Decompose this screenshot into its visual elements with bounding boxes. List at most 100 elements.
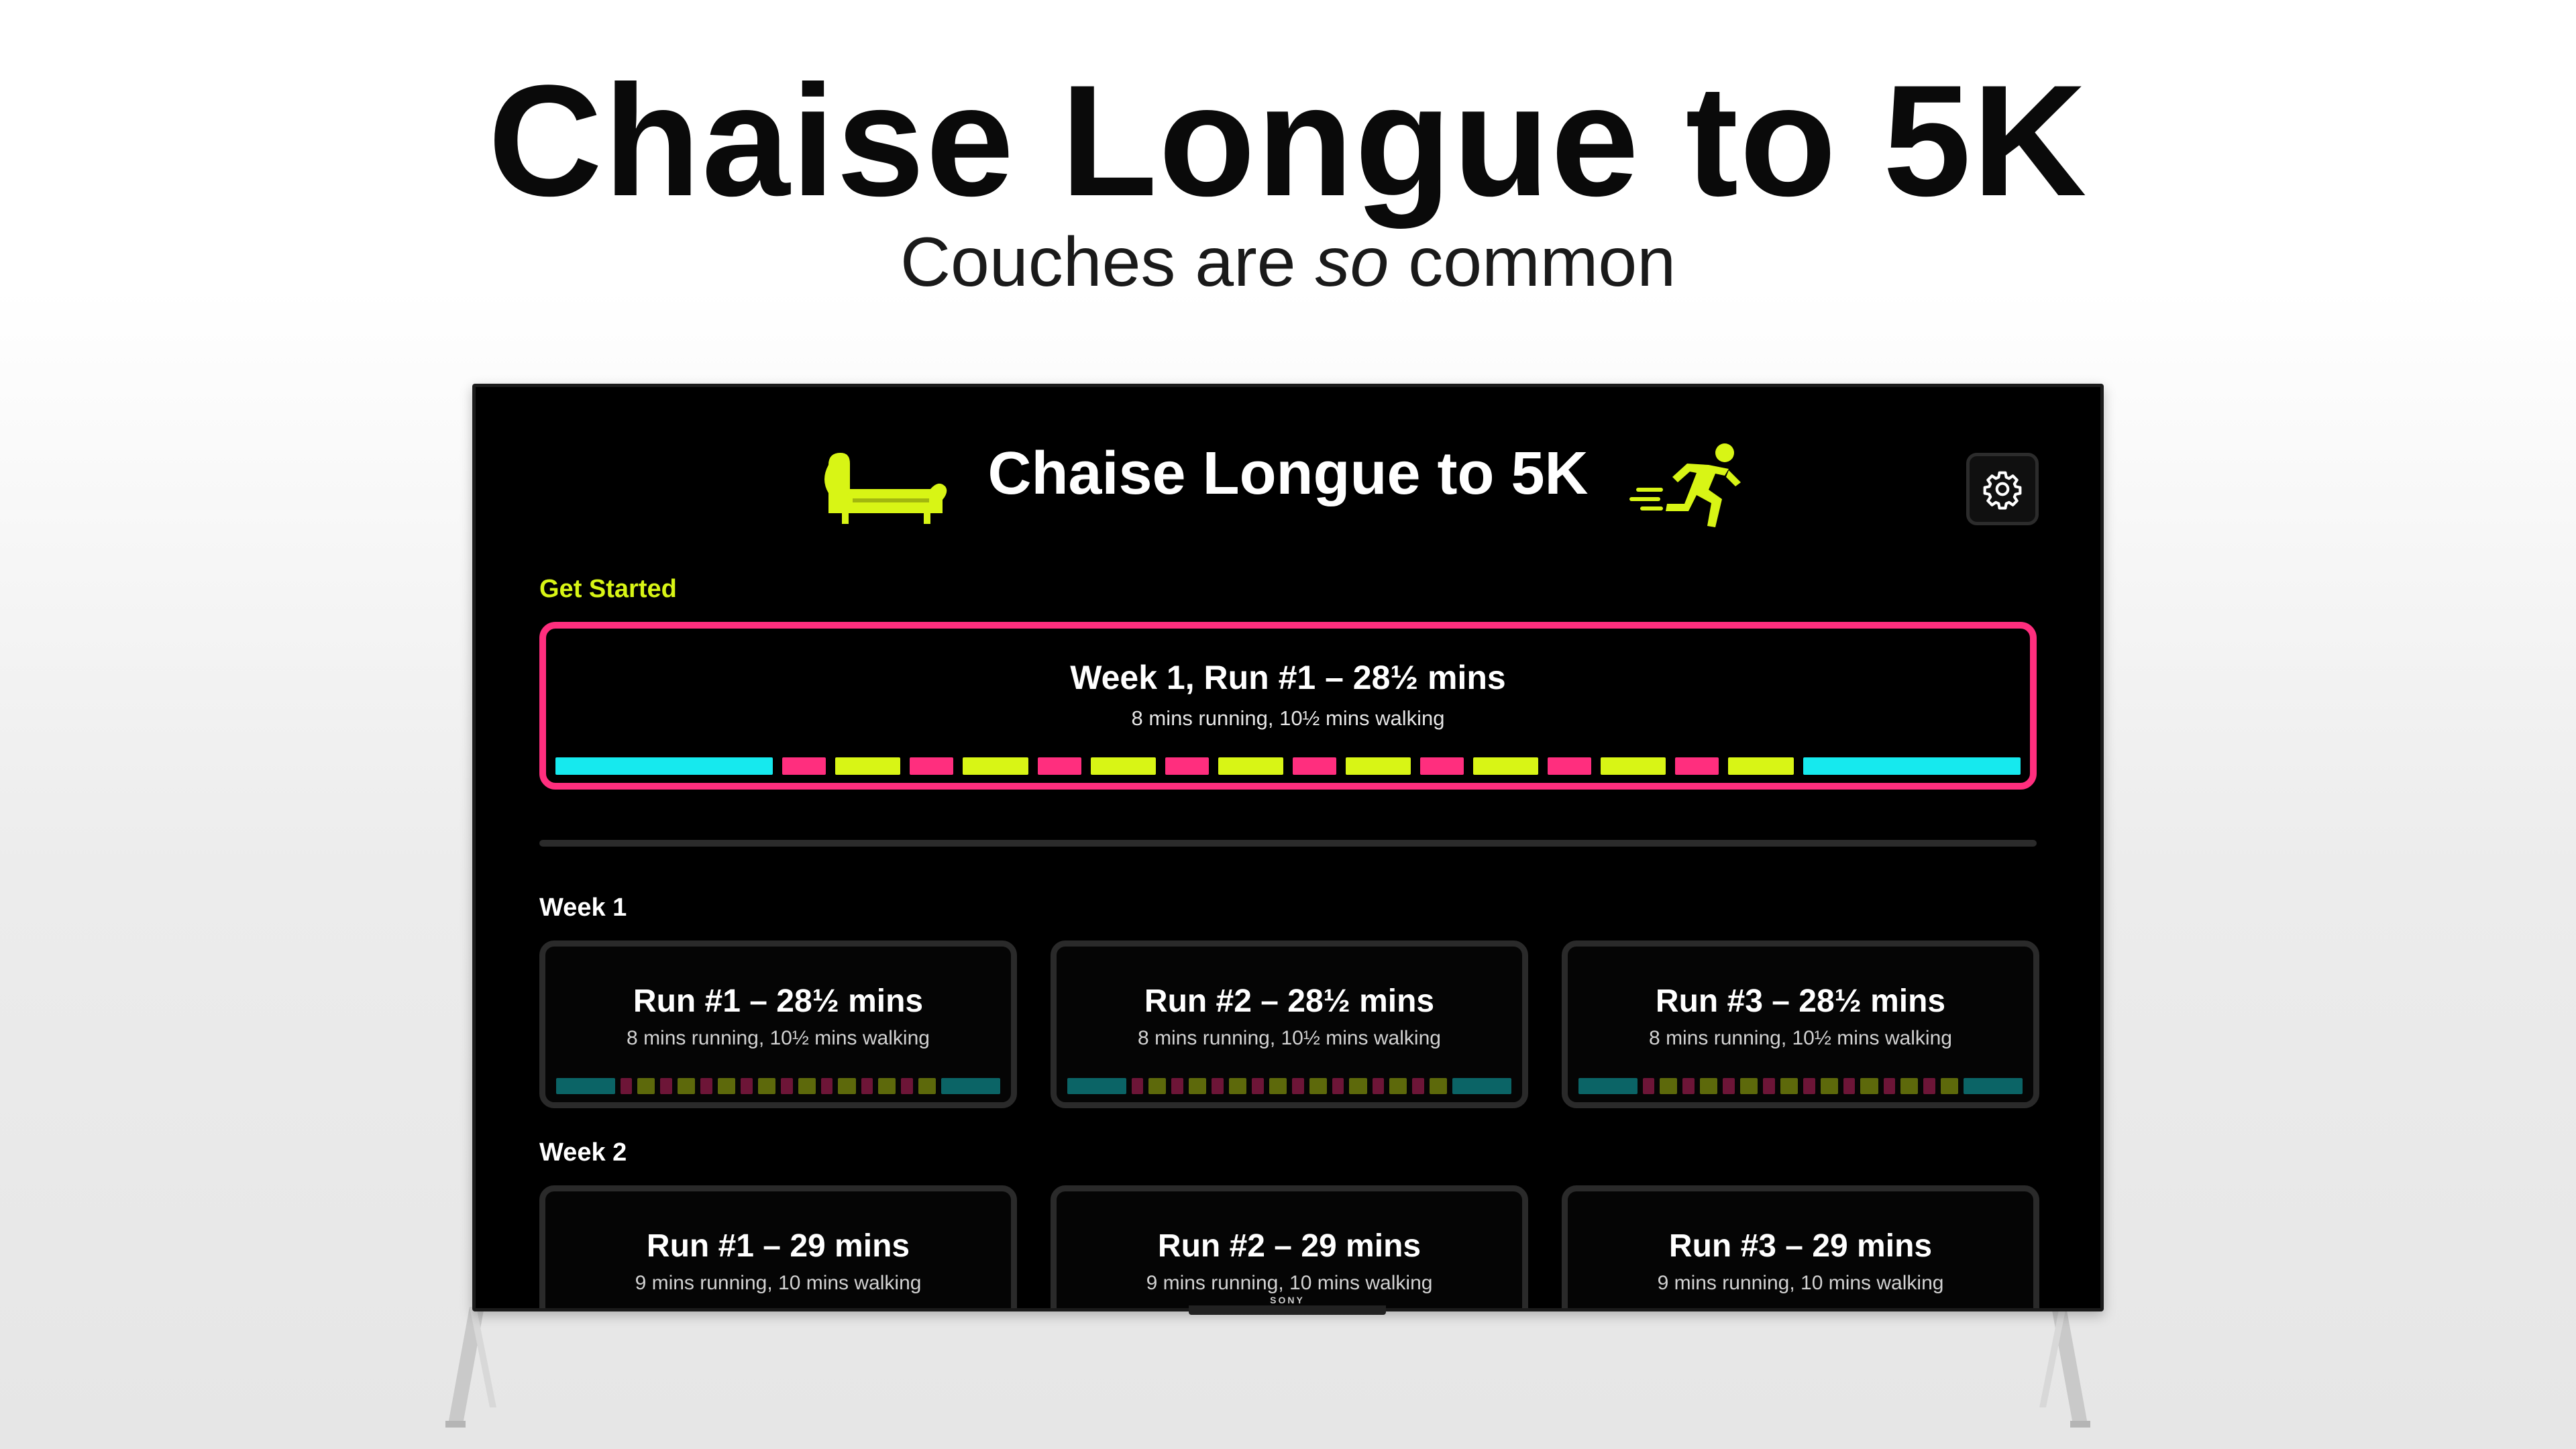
run-segment — [1843, 1078, 1856, 1094]
chaise-longue-icon — [824, 453, 947, 524]
walk-segment — [1820, 1078, 1838, 1094]
run-segment — [1165, 757, 1209, 775]
run-subtitle: 8 mins running, 10½ mins walking — [1138, 1027, 1441, 1049]
run-segment — [1548, 757, 1592, 775]
walk-segment — [1090, 757, 1156, 775]
warmup-segment — [1803, 757, 2021, 775]
app-title: Chaise Longue to 5K — [987, 440, 1589, 507]
walk-segment — [678, 1078, 696, 1094]
section-divider — [539, 840, 2037, 847]
run-card-week1-run3[interactable]: Run #3 – 28½ mins 8 mins running, 10½ mi… — [1562, 941, 2039, 1108]
gear-icon — [1983, 471, 2022, 510]
walk-segment — [1940, 1078, 1959, 1094]
run-subtitle: 9 mins running, 10 mins walking — [1146, 1272, 1433, 1294]
run-segment — [1420, 757, 1464, 775]
run-title: Run #3 – 29 mins — [1668, 1228, 1933, 1264]
walk-segment — [918, 1078, 936, 1094]
run-title: Run #1 – 29 mins — [646, 1228, 910, 1264]
tv-stand-left — [445, 1307, 496, 1428]
run-segment — [1037, 757, 1081, 775]
run-segment — [1675, 757, 1719, 775]
interval-bar — [1578, 1078, 2023, 1094]
walk-segment — [1472, 757, 1539, 775]
warmup-segment — [555, 757, 773, 775]
week-2-label: Week 2 — [539, 1138, 627, 1167]
walk-segment — [1660, 1078, 1678, 1094]
run-segment — [901, 1078, 913, 1094]
walk-segment — [878, 1078, 896, 1094]
settings-button[interactable] — [1966, 453, 2039, 525]
run-subtitle: 8 mins running, 10½ mins walking — [1649, 1027, 1952, 1049]
runner-icon — [1629, 443, 1741, 527]
run-segment — [1803, 1078, 1815, 1094]
interval-bar — [1067, 1078, 1511, 1094]
walk-segment — [1429, 1078, 1448, 1094]
run-segment — [1212, 1078, 1224, 1094]
run-segment — [1682, 1078, 1695, 1094]
run-subtitle: 9 mins running, 10 mins walking — [1657, 1272, 1944, 1294]
interval-bar — [556, 1078, 1000, 1094]
walk-segment — [1601, 757, 1666, 775]
run-segment — [1291, 1078, 1304, 1094]
promo-title: Chaise Longue to 5K — [488, 52, 2088, 229]
promo-subtitle-after: common — [1389, 223, 1676, 301]
featured-run-title: Week 1, Run #1 – 28½ mins — [1070, 659, 1506, 696]
run-card-week1-run2[interactable]: Run #2 – 28½ mins 8 mins running, 10½ mi… — [1051, 941, 1528, 1108]
walk-segment — [1860, 1078, 1878, 1094]
walk-segment — [757, 1078, 775, 1094]
tv-screen: Chaise Longue to 5K Get Started Week 1, … — [476, 387, 2100, 1308]
tv-frame: Chaise Longue to 5K Get Started Week 1, … — [472, 384, 2104, 1311]
walk-segment — [1309, 1078, 1327, 1094]
walk-segment — [798, 1078, 816, 1094]
featured-run-subtitle: 8 mins running, 10½ mins walking — [1131, 706, 1445, 730]
walk-segment — [637, 1078, 655, 1094]
get-started-label: Get Started — [539, 575, 677, 603]
run-segment — [1131, 1078, 1144, 1094]
walk-segment — [1349, 1078, 1367, 1094]
run-segment — [1723, 1078, 1735, 1094]
week-1-label: Week 1 — [539, 894, 627, 922]
run-segment — [1763, 1078, 1775, 1094]
run-card-week2-run3[interactable]: Run #3 – 29 mins 9 mins running, 10 mins… — [1562, 1185, 2039, 1308]
interval-bar — [555, 757, 2021, 775]
run-segment — [620, 1078, 633, 1094]
walk-segment — [838, 1078, 856, 1094]
run-segment — [1252, 1078, 1264, 1094]
walk-segment — [1900, 1078, 1919, 1094]
walk-segment — [1345, 757, 1411, 775]
warmup-segment — [1452, 1078, 1511, 1094]
walk-segment — [963, 757, 1028, 775]
run-segment — [782, 757, 826, 775]
run-segment — [1923, 1078, 1935, 1094]
walk-segment — [835, 757, 901, 775]
run-segment — [910, 757, 954, 775]
walk-segment — [1739, 1078, 1758, 1094]
walk-segment — [1780, 1078, 1798, 1094]
run-segment — [1883, 1078, 1896, 1094]
run-segment — [1412, 1078, 1424, 1094]
run-segment — [1642, 1078, 1655, 1094]
run-card-week2-run1[interactable]: Run #1 – 29 mins 9 mins running, 10 mins… — [539, 1185, 1017, 1308]
run-segment — [741, 1078, 753, 1094]
warmup-segment — [1578, 1078, 1638, 1094]
run-segment — [820, 1078, 833, 1094]
walk-segment — [1148, 1078, 1167, 1094]
run-title: Run #3 – 28½ mins — [1655, 983, 1946, 1019]
walk-segment — [1700, 1078, 1718, 1094]
run-subtitle: 9 mins running, 10 mins walking — [635, 1272, 922, 1294]
run-segment — [1372, 1078, 1385, 1094]
tv-stand-right — [2039, 1307, 2090, 1428]
run-title: Run #2 – 29 mins — [1157, 1228, 1421, 1264]
walk-segment — [1189, 1078, 1207, 1094]
run-card-week2-run2[interactable]: Run #2 – 29 mins 9 mins running, 10 mins… — [1051, 1185, 1528, 1308]
run-title: Run #1 – 28½ mins — [633, 983, 924, 1019]
warmup-segment — [1067, 1078, 1126, 1094]
run-card-week1-run1[interactable]: Run #1 – 28½ mins 8 mins running, 10½ mi… — [539, 941, 1017, 1108]
run-segment — [861, 1078, 873, 1094]
promo-subtitle-emphasis: so — [1315, 223, 1389, 301]
featured-run-card[interactable]: Week 1, Run #1 – 28½ mins 8 mins running… — [539, 622, 2037, 790]
walk-segment — [1389, 1078, 1407, 1094]
tv-brand-logo: SONY — [1270, 1295, 1305, 1305]
run-segment — [1171, 1078, 1184, 1094]
warmup-segment — [1964, 1078, 2023, 1094]
